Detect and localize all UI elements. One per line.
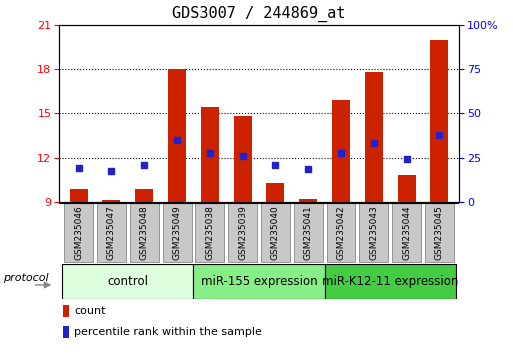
Bar (325, 264, 456, 299)
Text: GSM235041: GSM235041 (304, 205, 313, 260)
Text: count: count (74, 306, 106, 316)
Bar (163, 203, 191, 263)
Text: GSM235039: GSM235039 (238, 205, 247, 260)
Bar (299, 199, 317, 202)
Text: GSM235043: GSM235043 (369, 205, 379, 260)
Bar (360, 203, 388, 263)
Bar (201, 107, 219, 202)
Bar (63, 326, 69, 338)
Bar (195, 203, 224, 263)
Text: GSM235046: GSM235046 (74, 205, 83, 260)
Bar (62, 264, 193, 299)
Bar (168, 69, 186, 202)
Title: GDS3007 / 244869_at: GDS3007 / 244869_at (172, 6, 346, 22)
Bar (332, 100, 350, 202)
Bar (430, 40, 448, 202)
Text: GSM235047: GSM235047 (107, 205, 116, 260)
Text: GSM235049: GSM235049 (172, 205, 182, 260)
Bar (135, 188, 153, 202)
Bar (425, 203, 454, 263)
Bar (103, 200, 121, 202)
Text: GSM235045: GSM235045 (435, 205, 444, 260)
Bar (294, 203, 323, 263)
Bar (130, 203, 159, 263)
Text: GSM235042: GSM235042 (337, 205, 346, 260)
Bar (266, 183, 285, 202)
Text: percentile rank within the sample: percentile rank within the sample (74, 327, 262, 337)
Bar (228, 203, 257, 263)
Bar (392, 203, 421, 263)
Bar (327, 203, 356, 263)
Text: miR-155 expression: miR-155 expression (201, 275, 318, 288)
Bar (233, 116, 252, 202)
Bar (97, 203, 126, 263)
Text: miR-K12-11 expression: miR-K12-11 expression (322, 275, 459, 288)
Bar (64, 203, 93, 263)
Text: GSM235038: GSM235038 (205, 205, 214, 260)
Text: GSM235040: GSM235040 (271, 205, 280, 260)
Bar (365, 72, 383, 202)
Text: protocol: protocol (3, 273, 49, 283)
Bar (398, 175, 416, 202)
Bar (63, 305, 69, 317)
Bar (261, 203, 290, 263)
Text: control: control (107, 275, 148, 288)
Text: GSM235044: GSM235044 (402, 205, 411, 260)
Bar (193, 264, 325, 299)
Bar (70, 188, 88, 202)
Text: GSM235048: GSM235048 (140, 205, 149, 260)
